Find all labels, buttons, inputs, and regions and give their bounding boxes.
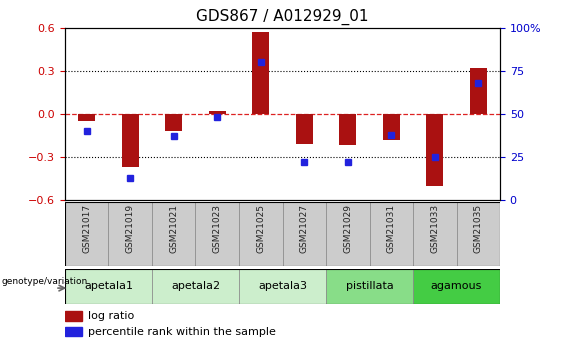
Text: apetala3: apetala3 (258, 282, 307, 291)
Text: GSM21025: GSM21025 (257, 204, 265, 253)
Title: GDS867 / A012929_01: GDS867 / A012929_01 (196, 9, 369, 25)
Text: genotype/variation: genotype/variation (1, 277, 88, 286)
Bar (413, 269, 500, 304)
Bar (65, 311, 82, 321)
Bar (282, 202, 326, 266)
Bar (295, 114, 313, 144)
Bar (152, 269, 239, 304)
Bar (326, 269, 413, 304)
Bar (65, 269, 152, 304)
Text: GSM21027: GSM21027 (300, 204, 308, 253)
Text: GSM21031: GSM21031 (387, 204, 396, 253)
Text: GSM21019: GSM21019 (126, 204, 134, 253)
Bar (252, 32, 270, 114)
Bar (470, 68, 487, 114)
Text: GSM21021: GSM21021 (170, 204, 178, 253)
Text: GSM21029: GSM21029 (344, 204, 352, 253)
Bar (152, 202, 195, 266)
Bar (326, 202, 370, 266)
Bar (78, 114, 95, 121)
Bar (413, 202, 457, 266)
Bar (339, 114, 357, 146)
Bar (65, 327, 82, 336)
Text: GSM21035: GSM21035 (474, 204, 483, 253)
Bar (457, 202, 500, 266)
Text: apetala2: apetala2 (171, 282, 220, 291)
Text: GSM21017: GSM21017 (82, 204, 91, 253)
Bar (370, 202, 413, 266)
Text: GSM21023: GSM21023 (213, 204, 221, 253)
Bar (239, 269, 326, 304)
Text: GSM21033: GSM21033 (431, 204, 439, 253)
Bar (121, 114, 139, 167)
Text: apetala1: apetala1 (84, 282, 133, 291)
Bar (108, 202, 152, 266)
Text: log ratio: log ratio (88, 311, 134, 321)
Text: percentile rank within the sample: percentile rank within the sample (88, 327, 276, 337)
Bar (165, 114, 182, 131)
Bar (383, 114, 400, 140)
Bar (208, 111, 226, 114)
Bar (195, 202, 239, 266)
Text: agamous: agamous (431, 282, 482, 291)
Bar (239, 202, 282, 266)
Bar (426, 114, 444, 186)
Bar (65, 202, 108, 266)
Text: pistillata: pistillata (346, 282, 393, 291)
